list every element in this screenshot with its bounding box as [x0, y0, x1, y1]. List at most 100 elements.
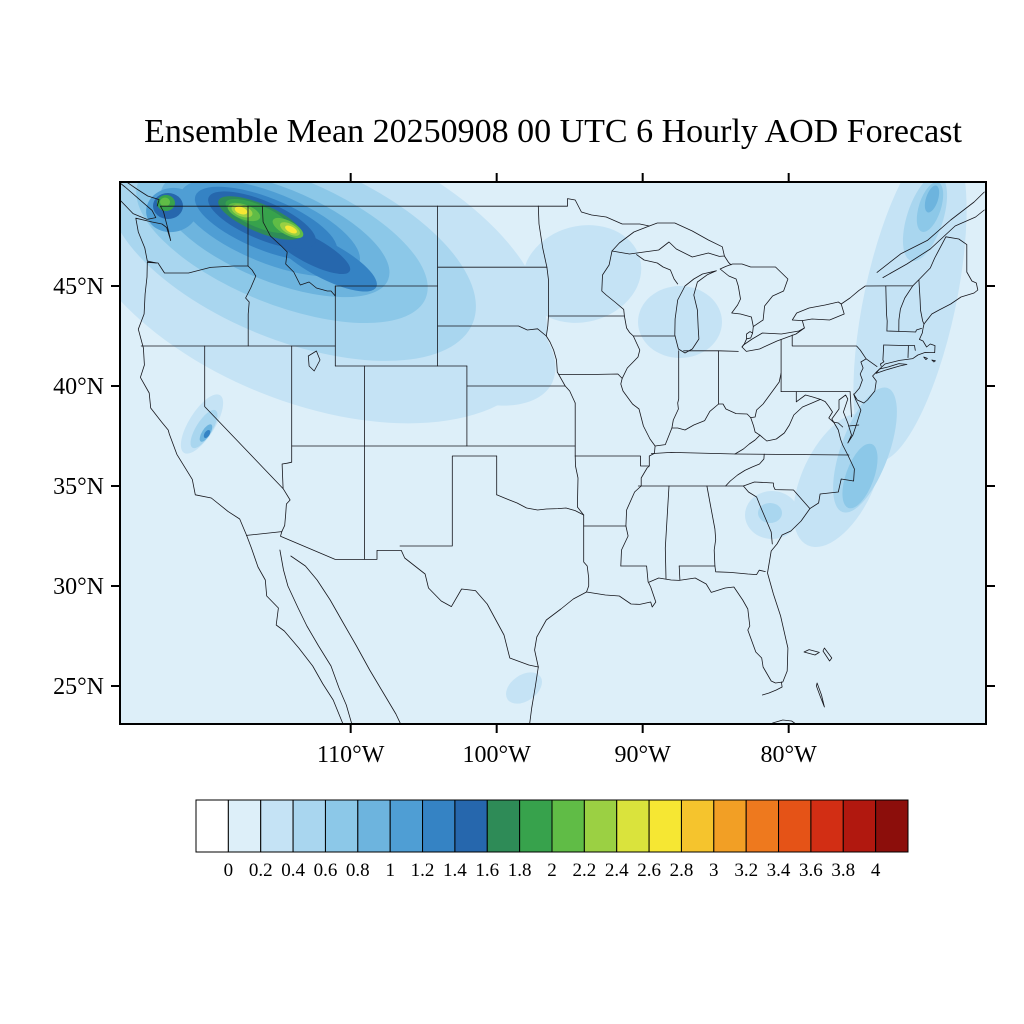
- boundary-line: [126, 182, 160, 207]
- aod-contour-region: [842, 443, 878, 509]
- chart-title: Ensemble Mean 20250908 00 UTC 6 Hourly A…: [144, 113, 962, 150]
- geo-outlines: [120, 182, 985, 724]
- colorbar-tick-label: 4: [871, 860, 881, 881]
- axis-labels: 45°N 40°N 35°N 30°N 25°N 110°W 100°W 90°W 80°W: [53, 274, 817, 768]
- water-outline: [611, 222, 725, 258]
- boundary-line: [537, 205, 549, 317]
- colorbar-segment: [519, 799, 553, 853]
- boundary-line: [734, 434, 761, 455]
- colorbar-segment: [486, 799, 521, 853]
- colorbar-segment: [422, 799, 456, 853]
- colorbar-tick-label: 0: [224, 860, 234, 881]
- boundary-line: [437, 325, 547, 337]
- colorbar-tick-label: 1: [385, 860, 395, 881]
- colorbar-tick-label: 2.6: [637, 860, 661, 881]
- boundary-line: [534, 236, 979, 684]
- colorbar-segment: [842, 799, 877, 853]
- boundary-line: [743, 485, 773, 545]
- boundary-line: [880, 344, 885, 367]
- boundary-line: [759, 399, 821, 442]
- boundary-line: [245, 265, 257, 347]
- lon-label: 110°W: [317, 742, 385, 768]
- colorbar-tick-label: 3.6: [799, 860, 823, 881]
- colorbar-segment: [292, 799, 326, 853]
- aod-contour-region: [203, 429, 211, 439]
- aod-contour-region: [160, 197, 170, 207]
- boundary-line: [496, 494, 585, 516]
- axis-ticks: [111, 173, 995, 733]
- colorbar-tick-label: 0.8: [346, 860, 370, 881]
- boundary-line: [279, 549, 353, 724]
- aod-contour-region: [924, 185, 940, 213]
- boundary-line: [574, 455, 585, 516]
- boundary-line: [743, 481, 811, 509]
- boundary-line: [261, 205, 336, 297]
- lat-label: 45°N: [53, 274, 104, 300]
- colorbar-tick-label: 2.4: [605, 860, 629, 881]
- colorbar-segment: [357, 799, 391, 853]
- boundary-line: [135, 205, 247, 536]
- lon-label: 80°W: [761, 742, 818, 768]
- boundary-line: [734, 453, 850, 456]
- boundary-line: [583, 514, 590, 593]
- colorbar-tick-label: 1.4: [443, 860, 467, 881]
- lon-label: 90°W: [615, 742, 672, 768]
- colorbar-segment: [195, 799, 229, 853]
- colorbar-tick-label: 2: [547, 860, 557, 881]
- boundary-line: [724, 255, 732, 266]
- colorbar-segment: [583, 799, 618, 853]
- boundary-line: [574, 455, 650, 467]
- boundary-line: [914, 345, 916, 351]
- colorbar-tick-label: 0.6: [314, 860, 338, 881]
- lon-label: 100°W: [463, 742, 532, 768]
- map-content: [120, 182, 986, 724]
- boundary-line: [885, 285, 888, 332]
- boundary-line: [725, 453, 765, 487]
- water-outline: [746, 331, 753, 340]
- boundary-line: [246, 531, 539, 668]
- aod-contour-region: [758, 503, 782, 523]
- boundary-line: [529, 666, 539, 724]
- colorbar-segment: [551, 799, 585, 853]
- boundary-line: [399, 455, 498, 547]
- colorbar-segment: [260, 799, 294, 853]
- boundary-line: [750, 417, 761, 436]
- colorbar-segment: [389, 799, 424, 853]
- boundary-line: [558, 373, 623, 379]
- boundary-line: [876, 191, 985, 273]
- colorbar-tick-label: 1.2: [411, 860, 435, 881]
- boundary-line: [281, 345, 293, 489]
- boundary-line: [714, 565, 766, 575]
- colorbar-segment: [745, 799, 780, 853]
- colorbar-tick-label: 1.8: [508, 860, 532, 881]
- map-panel: [111, 173, 995, 733]
- boundary-line: [918, 279, 925, 325]
- colorbar-segment: [227, 799, 262, 853]
- colorbar-tick-label: 1.6: [475, 860, 499, 881]
- colorbar: 0 0.2 0.4 0.6 0.8 1 1.2 1.4 1.6 1.8 2 2.2 2.4 2.6 2.8 3…: [195, 799, 909, 881]
- water-outline: [307, 350, 321, 372]
- boundary-line: [671, 350, 680, 429]
- boundary-line: [886, 328, 922, 333]
- colorbar-segment: [648, 799, 682, 853]
- boundary-line: [601, 250, 656, 567]
- boundary-line: [545, 315, 576, 404]
- water-outline: [803, 649, 820, 656]
- boundary-line: [848, 424, 860, 427]
- aod-contour-region: [505, 672, 543, 704]
- colorbar-segment: [810, 799, 844, 853]
- boundary-line: [882, 209, 985, 278]
- colorbar-tick-label: 0.4: [281, 860, 305, 881]
- boundary-line: [678, 565, 681, 581]
- lat-label: 25°N: [53, 674, 104, 700]
- boundary-line: [204, 345, 291, 532]
- colorbar-tick-label: 3.8: [831, 860, 855, 881]
- colorbar-segment: [875, 799, 909, 853]
- colorbar-tick-label: 2.8: [670, 860, 694, 881]
- boundary-line: [246, 535, 344, 724]
- colorbar-tick-label: 3.2: [734, 860, 758, 881]
- water-outline: [674, 270, 717, 354]
- boundary-line: [849, 391, 852, 418]
- boundary-line: [636, 254, 679, 285]
